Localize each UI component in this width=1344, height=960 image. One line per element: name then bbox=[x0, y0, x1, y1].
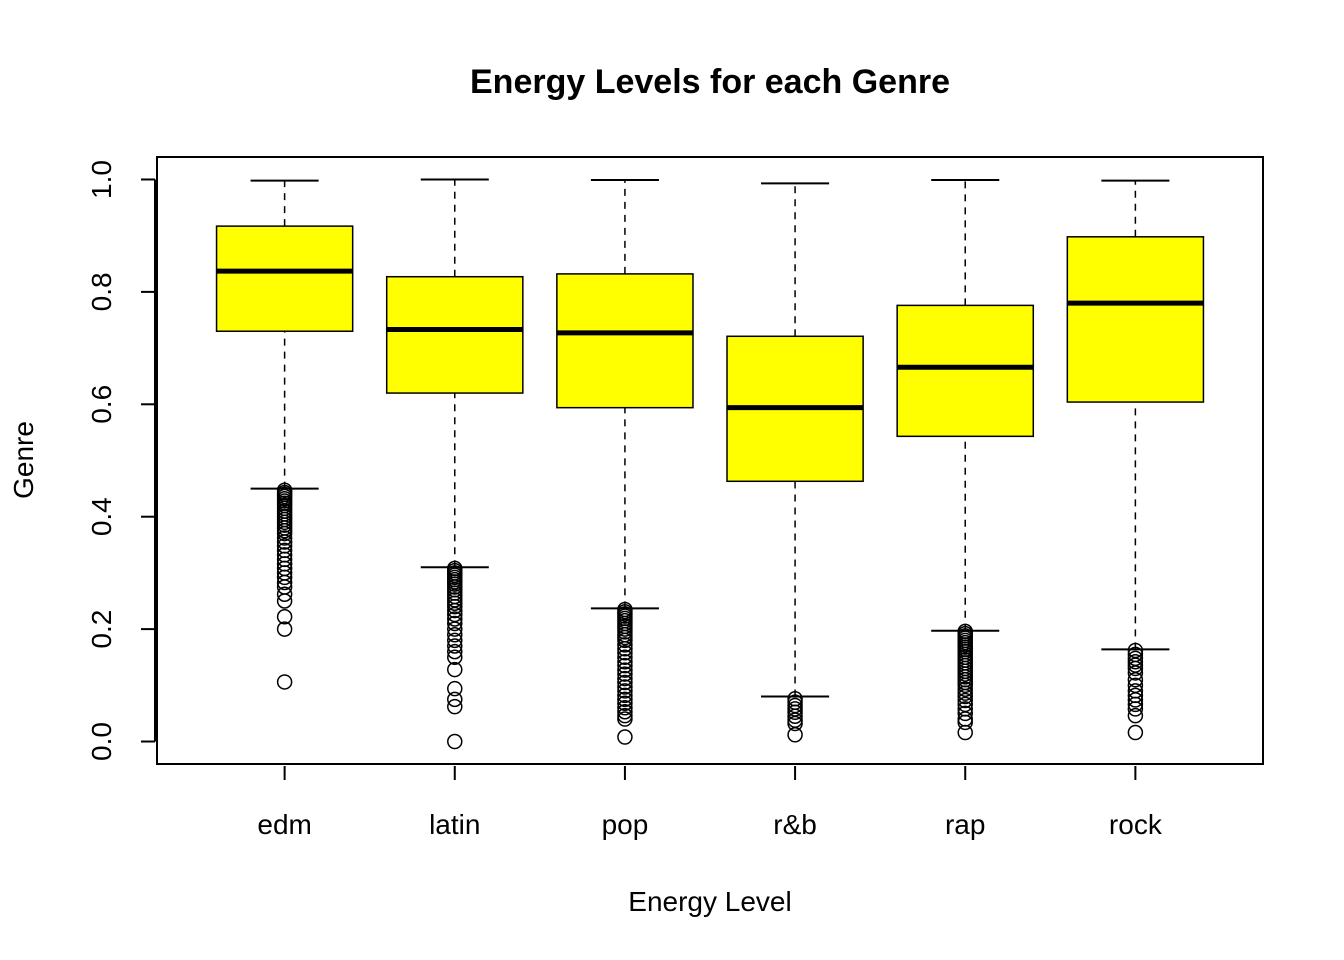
y-axis: 0.0 0.2 0.4 0.6 0.8 1.0 bbox=[86, 160, 156, 761]
x-tick-label: edm bbox=[257, 809, 311, 840]
x-tick-label: rock bbox=[1109, 809, 1163, 840]
outlier-point bbox=[957, 692, 973, 709]
outlier-point bbox=[617, 653, 633, 670]
outlier-point bbox=[447, 626, 463, 643]
iqr-box bbox=[1066, 236, 1205, 403]
outlier-point bbox=[787, 727, 803, 743]
outlier-point bbox=[787, 715, 803, 732]
outlier-point bbox=[617, 683, 633, 699]
outlier-point bbox=[447, 661, 463, 678]
box-group-rock bbox=[1066, 179, 1205, 741]
outlier-point bbox=[276, 621, 293, 637]
y-tick-label: 0.2 bbox=[86, 610, 117, 649]
outlier-point bbox=[617, 703, 633, 720]
x-tick-label: pop bbox=[602, 809, 649, 840]
outlier-point bbox=[617, 666, 633, 682]
outlier-point bbox=[617, 679, 633, 695]
y-tick-label: 0.6 bbox=[86, 385, 117, 424]
outlier-point bbox=[957, 705, 973, 722]
box-group-latin bbox=[385, 178, 524, 750]
outlier-point bbox=[617, 700, 633, 716]
outlier-point bbox=[447, 611, 463, 627]
y-tick-label: 0.8 bbox=[86, 272, 117, 311]
outlier-point bbox=[447, 649, 463, 665]
outlier-point bbox=[1127, 671, 1144, 688]
outlier-point bbox=[617, 644, 633, 661]
box-group-pop bbox=[556, 179, 694, 745]
outlier-point bbox=[1127, 660, 1144, 677]
outlier-point bbox=[1127, 692, 1144, 708]
outlier-point bbox=[787, 704, 803, 721]
outlier-point bbox=[447, 602, 463, 619]
x-axis-label: Energy Level bbox=[628, 886, 791, 917]
y-tick-label: 1.0 bbox=[86, 160, 117, 199]
outlier-point bbox=[447, 733, 463, 750]
outlier-point bbox=[617, 711, 633, 727]
y-tick-label: 0.4 bbox=[86, 497, 117, 536]
x-tick-label: r&b bbox=[773, 809, 817, 840]
outlier-point bbox=[617, 687, 633, 704]
iqr-box bbox=[385, 275, 524, 394]
outlier-point bbox=[276, 586, 293, 603]
outlier-point bbox=[787, 708, 803, 724]
y-axis-label: Genre bbox=[8, 421, 39, 499]
outlier-point bbox=[276, 574, 293, 591]
outlier-point bbox=[276, 593, 293, 609]
outlier-point bbox=[447, 638, 463, 654]
outlier-point bbox=[1127, 653, 1144, 670]
outlier-point bbox=[957, 688, 973, 705]
box-group-edm bbox=[215, 179, 354, 690]
outlier-point bbox=[617, 707, 633, 724]
outlier-point bbox=[276, 530, 293, 546]
outlier-point bbox=[447, 698, 463, 715]
iqr-box bbox=[215, 225, 354, 332]
outlier-point bbox=[1127, 724, 1144, 741]
outlier-point bbox=[276, 534, 293, 550]
y-tick-label: 0.0 bbox=[86, 722, 117, 761]
outlier-point bbox=[1127, 701, 1144, 717]
outlier-point bbox=[447, 680, 463, 697]
outlier-point bbox=[1127, 665, 1144, 681]
outlier-point bbox=[276, 674, 293, 690]
chart-title: Energy Levels for each Genre bbox=[470, 63, 950, 101]
outlier-point bbox=[617, 632, 633, 649]
outlier-point bbox=[447, 632, 463, 649]
plot-frame bbox=[156, 156, 1264, 765]
outlier-point bbox=[957, 677, 973, 694]
outlier-point bbox=[617, 649, 633, 665]
outlier-point bbox=[617, 637, 633, 653]
outlier-point bbox=[617, 729, 633, 745]
x-axis: edm latin pop r&b rap rock bbox=[257, 766, 1163, 840]
outlier-point bbox=[447, 595, 463, 612]
outlier-point bbox=[617, 670, 633, 687]
outlier-point bbox=[1127, 707, 1144, 724]
iqr-box bbox=[556, 273, 694, 409]
iqr-box bbox=[896, 304, 1035, 438]
outlier-point bbox=[447, 691, 463, 708]
outlier-point bbox=[447, 621, 463, 637]
outlier-point bbox=[957, 714, 973, 731]
outlier-point bbox=[617, 691, 633, 708]
outlier-point bbox=[1127, 696, 1144, 713]
outlier-point bbox=[957, 685, 973, 701]
boxes-layer bbox=[215, 178, 1205, 750]
outlier-point bbox=[276, 608, 293, 625]
outlier-point bbox=[276, 569, 293, 586]
outlier-point bbox=[276, 525, 293, 542]
outlier-point bbox=[617, 695, 633, 712]
outlier-point bbox=[617, 641, 633, 657]
box-group-rb bbox=[726, 182, 864, 743]
x-tick-label: latin bbox=[429, 809, 480, 840]
box-group-rap bbox=[896, 179, 1035, 741]
x-tick-label: rap bbox=[945, 809, 985, 840]
outlier-point bbox=[617, 674, 633, 691]
outlier-point bbox=[447, 615, 463, 632]
outlier-point bbox=[617, 657, 633, 674]
outlier-point bbox=[447, 598, 463, 615]
outlier-point bbox=[957, 681, 973, 697]
outlier-point bbox=[957, 724, 973, 741]
outlier-point bbox=[617, 662, 633, 678]
outlier-point bbox=[447, 643, 463, 660]
